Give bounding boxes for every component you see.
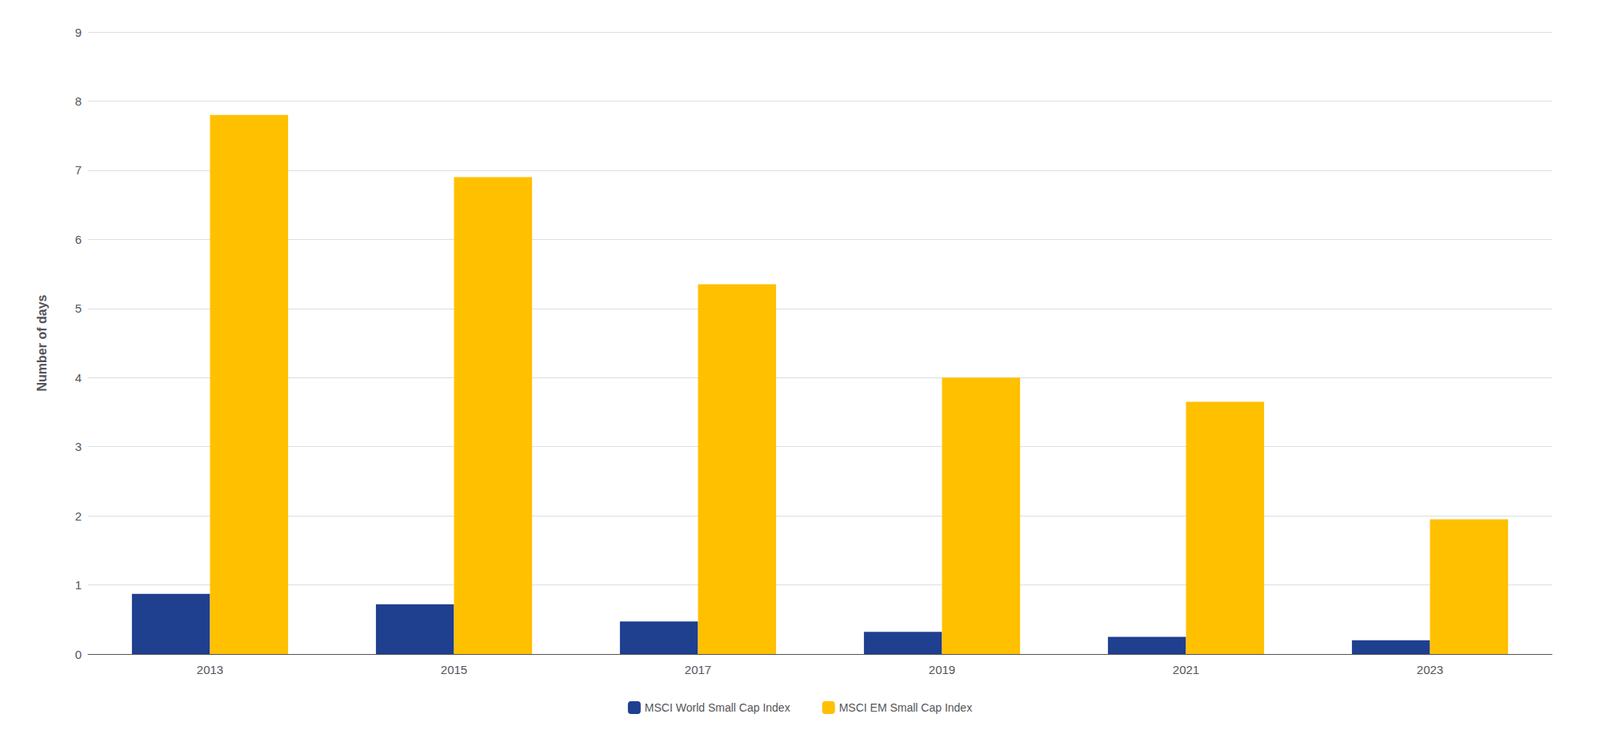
svg-text:6: 6 — [75, 232, 82, 247]
svg-text:MSCI EM Small Cap Index: MSCI EM Small Cap Index — [839, 701, 973, 715]
svg-text:1: 1 — [75, 578, 82, 592]
svg-text:2013: 2013 — [196, 663, 224, 677]
svg-text:MSCI World Small Cap Index: MSCI World Small Cap Index — [644, 701, 791, 715]
svg-text:0: 0 — [75, 648, 82, 662]
svg-text:Number of days: Number of days — [35, 294, 49, 392]
svg-text:2015: 2015 — [440, 663, 468, 677]
svg-text:2: 2 — [75, 509, 82, 524]
svg-text:9: 9 — [75, 25, 82, 40]
svg-text:5: 5 — [75, 301, 82, 316]
svg-text:2023: 2023 — [1416, 663, 1444, 677]
svg-text:2017: 2017 — [684, 663, 712, 677]
svg-text:3: 3 — [75, 440, 82, 454]
svg-text:2021: 2021 — [1172, 663, 1200, 677]
svg-text:2019: 2019 — [928, 663, 956, 677]
svg-text:7: 7 — [75, 163, 82, 177]
svg-text:4: 4 — [75, 371, 82, 385]
svg-text:8: 8 — [75, 94, 82, 108]
